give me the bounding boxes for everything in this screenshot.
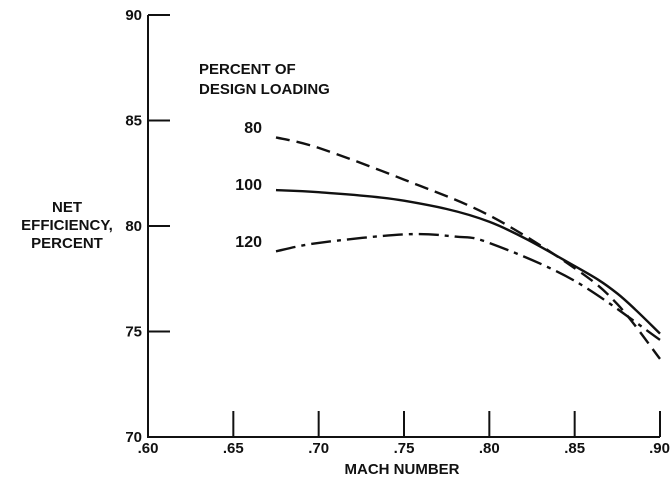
series-label-120: 120 [235, 234, 262, 251]
series-label-80: 80 [244, 120, 262, 137]
x-tick-label: .75 [394, 440, 415, 457]
x-tick-label: .90 [649, 440, 670, 457]
y-axis-ticks: 70 75 80 85 90 [125, 7, 170, 446]
y-axis-label-line: NET [52, 199, 82, 216]
x-tick-label: .80 [479, 440, 500, 457]
legend-title-line: DESIGN LOADING [199, 81, 330, 98]
y-axis-label: NET EFFICIENCY, PERCENT [21, 199, 113, 252]
y-tick-label: 80 [125, 218, 142, 235]
axis-frame [147, 15, 660, 438]
x-tick-label: .70 [308, 440, 329, 457]
x-axis-label: MACH NUMBER [345, 461, 460, 478]
legend-title-line: PERCENT OF [199, 61, 296, 78]
x-axis-ticks: .60 .65 .70 .75 .80 .85 .90 [138, 411, 670, 457]
series-group [275, 136, 661, 360]
series-line-100 [275, 188, 661, 335]
y-tick-label: 85 [125, 113, 142, 130]
y-tick-label: 70 [125, 429, 142, 446]
series-line-80 [275, 136, 661, 360]
axes [147, 15, 660, 438]
series-label-100: 100 [235, 177, 262, 194]
legend-title: PERCENT OF DESIGN LOADING [199, 61, 330, 98]
y-axis-label-line: PERCENT [31, 235, 103, 252]
y-tick-label: 90 [125, 7, 142, 24]
y-axis-label-line: EFFICIENCY, [21, 217, 113, 234]
series-line-120 [275, 232, 661, 341]
x-tick-label: .85 [564, 440, 585, 457]
x-tick-label: .65 [223, 440, 244, 457]
y-tick-label: 75 [125, 324, 142, 341]
x-tick-label: .60 [138, 440, 159, 457]
